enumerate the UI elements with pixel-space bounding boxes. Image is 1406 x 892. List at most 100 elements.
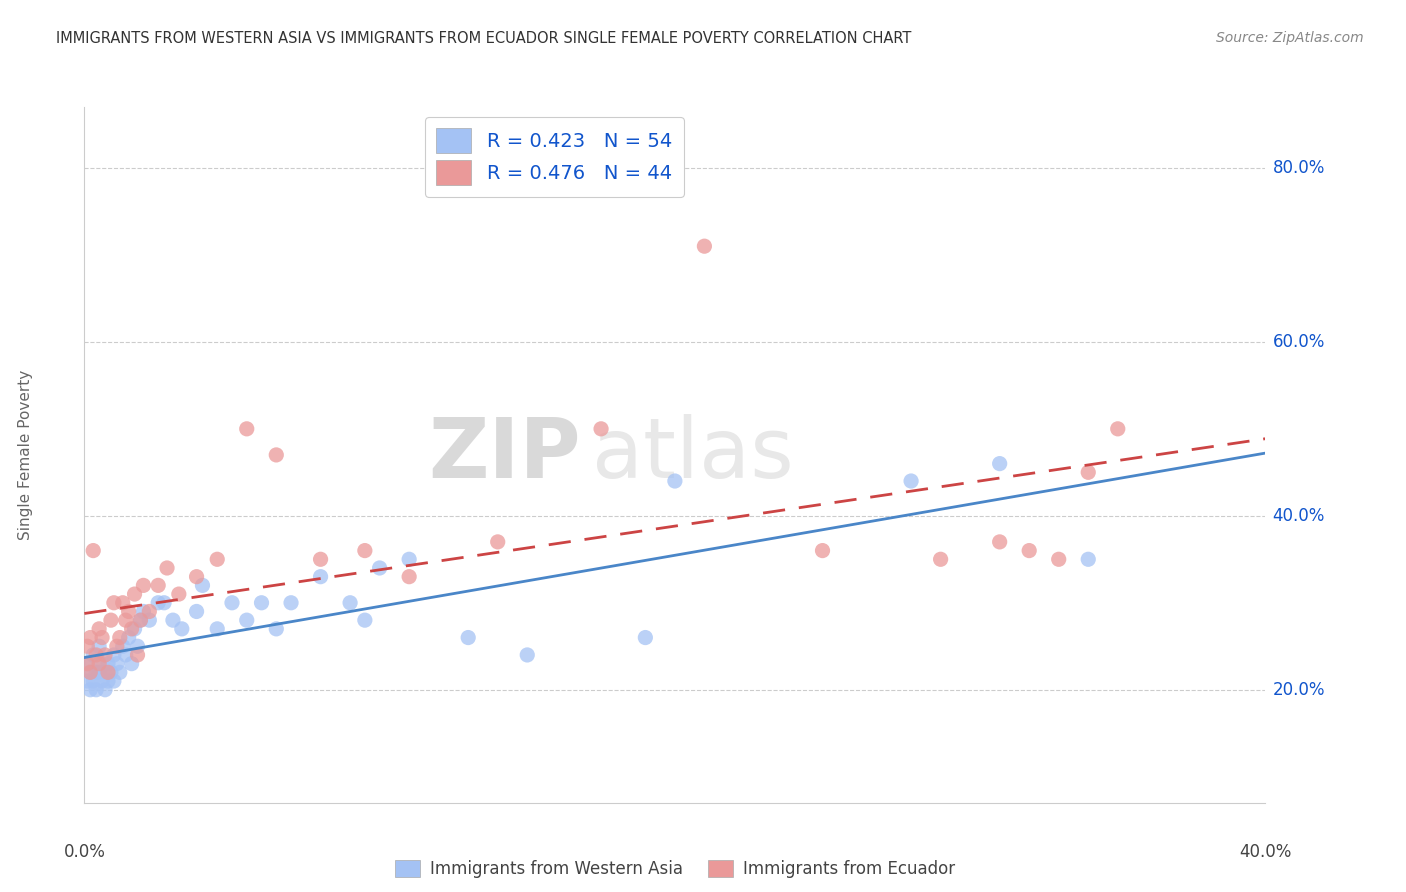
Point: [100, 613, 122, 627]
Text: ZIP: ZIP: [427, 415, 581, 495]
Point: [1018, 543, 1040, 558]
Point: [127, 648, 149, 662]
Point: [79, 665, 101, 680]
Point: [156, 561, 179, 575]
Point: [97, 674, 120, 689]
Point: [167, 587, 190, 601]
Point: [264, 622, 288, 636]
Point: [79, 682, 101, 697]
Point: [309, 570, 332, 584]
Text: 80.0%: 80.0%: [1272, 159, 1324, 177]
Point: [235, 422, 259, 436]
Point: [87, 622, 111, 636]
Point: [264, 448, 288, 462]
Point: [84, 682, 107, 697]
Point: [87, 657, 111, 671]
Point: [368, 561, 391, 575]
Point: [354, 613, 377, 627]
Point: [186, 570, 208, 584]
Point: [1077, 552, 1099, 566]
Point: [127, 639, 149, 653]
Point: [103, 596, 125, 610]
Point: [105, 639, 128, 653]
Point: [94, 682, 117, 697]
Point: [398, 570, 420, 584]
Point: [82, 648, 104, 662]
Point: [94, 665, 117, 680]
Point: [457, 631, 479, 645]
Point: [693, 239, 716, 253]
Point: [205, 552, 228, 566]
Point: [129, 613, 152, 627]
Point: [82, 674, 104, 689]
Point: [148, 578, 170, 592]
Text: 40.0%: 40.0%: [1239, 843, 1292, 861]
Point: [91, 657, 114, 671]
Point: [108, 665, 131, 680]
Point: [591, 422, 613, 436]
Point: [138, 605, 160, 619]
Point: [148, 596, 170, 610]
Point: [988, 534, 1011, 549]
Point: [132, 578, 155, 592]
Point: [114, 648, 136, 662]
Text: 20.0%: 20.0%: [1272, 681, 1324, 698]
Point: [94, 648, 117, 662]
Point: [111, 596, 134, 610]
Point: [103, 648, 125, 662]
Point: [76, 639, 98, 653]
Point: [124, 587, 146, 601]
Point: [105, 657, 128, 671]
Point: [132, 605, 155, 619]
Point: [84, 665, 107, 680]
Point: [398, 552, 420, 566]
Point: [108, 631, 131, 645]
Text: Single Female Poverty: Single Female Poverty: [18, 370, 32, 540]
Point: [929, 552, 952, 566]
Point: [97, 657, 120, 671]
Point: [191, 578, 214, 592]
Point: [84, 648, 107, 662]
Point: [634, 631, 657, 645]
Point: [129, 613, 152, 627]
Point: [153, 596, 176, 610]
Point: [309, 552, 332, 566]
Point: [354, 543, 377, 558]
Point: [91, 631, 114, 645]
Text: IMMIGRANTS FROM WESTERN ASIA VS IMMIGRANTS FROM ECUADOR SINGLE FEMALE POVERTY CO: IMMIGRANTS FROM WESTERN ASIA VS IMMIGRAN…: [56, 31, 911, 46]
Point: [82, 543, 104, 558]
Point: [118, 631, 141, 645]
Text: 40.0%: 40.0%: [1272, 507, 1324, 524]
Point: [91, 674, 114, 689]
Point: [121, 622, 143, 636]
Point: [87, 639, 111, 653]
Point: [339, 596, 361, 610]
Text: Source: ZipAtlas.com: Source: ZipAtlas.com: [1216, 31, 1364, 45]
Point: [664, 474, 686, 488]
Point: [87, 665, 111, 680]
Point: [280, 596, 302, 610]
Point: [114, 613, 136, 627]
Point: [118, 605, 141, 619]
Point: [1077, 466, 1099, 480]
Point: [103, 674, 125, 689]
Point: [76, 674, 98, 689]
Point: [516, 648, 538, 662]
Point: [76, 657, 98, 671]
Point: [988, 457, 1011, 471]
Point: [1107, 422, 1129, 436]
Point: [79, 631, 101, 645]
Point: [100, 665, 122, 680]
Point: [124, 622, 146, 636]
Point: [205, 622, 228, 636]
Point: [186, 605, 208, 619]
Point: [235, 613, 259, 627]
Text: 0.0%: 0.0%: [63, 843, 105, 861]
Text: 60.0%: 60.0%: [1272, 333, 1324, 351]
Point: [221, 596, 243, 610]
Point: [79, 665, 101, 680]
Point: [250, 596, 273, 610]
Point: [162, 613, 184, 627]
Point: [111, 639, 134, 653]
Point: [486, 534, 509, 549]
